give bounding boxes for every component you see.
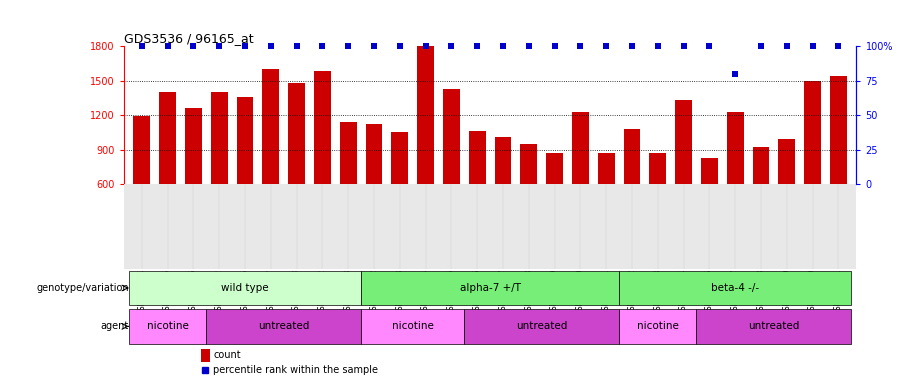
Text: beta-4 -/-: beta-4 -/- (711, 283, 759, 293)
Bar (619, 309, 696, 344)
Text: nicotine: nicotine (637, 321, 679, 331)
Bar (129, 271, 361, 305)
Bar (649, 153, 666, 184)
Text: GDS3536 / 96165_at: GDS3536 / 96165_at (124, 32, 254, 45)
Bar (391, 132, 409, 184)
Bar (159, 92, 176, 184)
Bar (340, 122, 356, 184)
Text: alpha-7 +/T: alpha-7 +/T (460, 283, 520, 293)
Bar (134, 116, 150, 184)
Bar (572, 112, 589, 184)
Bar (211, 92, 227, 184)
Bar (365, 124, 382, 184)
Bar (779, 139, 795, 184)
Bar (495, 137, 511, 184)
Text: nicotine: nicotine (147, 321, 189, 331)
Bar (236, 97, 254, 184)
Text: percentile rank within the sample: percentile rank within the sample (213, 365, 378, 375)
Bar (830, 76, 846, 184)
Bar (417, 46, 434, 184)
Bar (464, 309, 619, 344)
Bar (598, 153, 615, 184)
Bar (701, 158, 718, 184)
Text: genotype/variation: genotype/variation (37, 283, 129, 293)
Text: wild type: wild type (221, 283, 268, 293)
Text: untreated: untreated (258, 321, 310, 331)
Text: count: count (213, 351, 241, 361)
Bar (289, 83, 305, 184)
Bar (726, 112, 744, 184)
Bar (185, 108, 202, 184)
Bar (753, 147, 769, 184)
Bar (206, 309, 361, 344)
Text: untreated: untreated (516, 321, 567, 331)
Bar (361, 271, 619, 305)
Bar (546, 153, 563, 184)
Bar (624, 129, 640, 184)
Bar (129, 309, 206, 344)
Bar (201, 349, 210, 362)
Bar (520, 144, 537, 184)
Text: nicotine: nicotine (392, 321, 433, 331)
Text: agent: agent (101, 321, 129, 331)
Bar (314, 71, 331, 184)
Text: untreated: untreated (748, 321, 800, 331)
Bar (804, 81, 821, 184)
Bar (443, 89, 460, 184)
Bar (675, 100, 692, 184)
Bar (262, 69, 279, 184)
Bar (619, 271, 851, 305)
Bar (361, 309, 464, 344)
Bar (696, 309, 851, 344)
Bar (469, 131, 485, 184)
